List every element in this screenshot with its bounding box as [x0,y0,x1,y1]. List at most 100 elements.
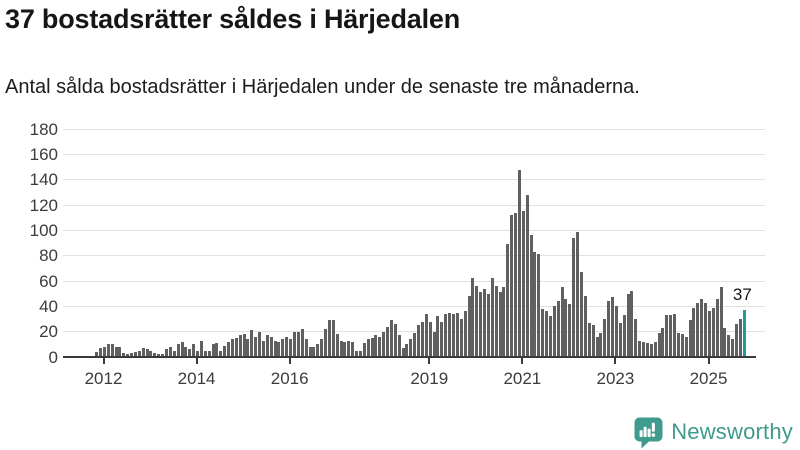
y-axis-tick-label: 40 [39,296,58,316]
bar [300,329,304,357]
bar [417,325,421,357]
bar [172,350,176,357]
bar [157,354,161,357]
x-axis-tick-label: 2019 [410,369,449,388]
x-axis-tick-label: 2016 [270,369,309,388]
bar [265,335,269,357]
highlight-value-label: 37 [732,285,752,305]
bar [277,341,281,357]
bar [393,324,397,357]
bar [595,336,599,357]
highlight-bar [742,310,746,357]
bar [296,331,300,357]
bar [343,341,347,357]
bar [638,340,642,357]
bar [506,244,510,357]
x-axis-tick [614,358,617,364]
bar [370,338,374,357]
bar [409,339,413,357]
bar [735,324,739,357]
bar [579,272,583,357]
y-axis-tick-label: 0 [48,347,58,367]
bar [110,344,114,357]
bar [645,343,649,357]
bar [665,315,669,357]
bar [126,354,130,357]
bar [215,343,219,357]
bar [351,341,355,357]
bar [568,303,572,357]
bar [273,340,277,357]
bar-chart: 0 20 40 60 80 100 120 140 160 180 2012 2014 2016 2019… [29,121,765,388]
chart-subtitle: Antal sålda bostadsrätter i Härjedalen u… [5,76,640,98]
x-axis-tick-label: 2025 [689,369,728,388]
bar [401,348,405,357]
bar [428,321,432,357]
bar [576,231,580,357]
bar [99,348,103,357]
bar [230,339,234,357]
bar [269,336,273,357]
bar [242,334,246,357]
newsworthy-logo-icon [634,417,663,448]
bar [556,301,560,357]
bar [723,327,727,357]
bar [502,287,506,357]
bar [479,292,483,357]
bar [444,313,448,357]
bar [122,353,126,357]
bar [358,350,362,357]
bar [211,344,215,357]
bar [362,343,366,357]
x-axis-line [63,356,756,358]
x-axis-tick-label: 2014 [177,369,216,388]
bar [386,326,390,357]
bar [176,344,180,357]
bar [188,349,192,357]
bar [389,320,393,357]
bar [102,346,106,357]
bar [355,350,359,357]
bar [510,215,514,357]
bar [145,349,149,357]
x-axis-tick [195,358,198,364]
bar [436,316,440,357]
bar [711,307,715,357]
bar [611,297,615,357]
bar [238,335,242,357]
bar [424,313,428,357]
y-axis-tick-label: 20 [39,322,58,342]
bar [440,321,444,357]
bar [541,308,545,357]
gridline [63,204,765,206]
bar [572,237,576,357]
bar [673,313,677,357]
bar [583,296,587,357]
bar [614,306,618,357]
bar [207,350,211,357]
bar [494,286,498,357]
bar [696,302,700,357]
bar [219,350,223,357]
bar [700,298,704,357]
y-axis-tick-label: 160 [29,144,58,164]
gridline [63,128,765,130]
page-title: 37 bostadsrätter såldes i Härjedalen [5,4,461,34]
bar [203,350,207,357]
gridline [63,255,765,257]
x-axis-tick-label: 2012 [84,369,123,388]
bar [719,287,723,357]
bar [455,312,459,357]
bar [545,311,549,357]
gridline [63,331,765,333]
bar [289,339,293,357]
bar [676,332,680,357]
newsworthy-logo-text: Newsworthy [671,419,793,444]
x-axis-tick [288,358,291,364]
y-axis-tick-label: 140 [29,170,58,190]
bar [653,341,657,357]
bar [560,287,564,357]
bar [692,307,696,357]
bar [432,331,436,357]
bar [599,332,603,357]
